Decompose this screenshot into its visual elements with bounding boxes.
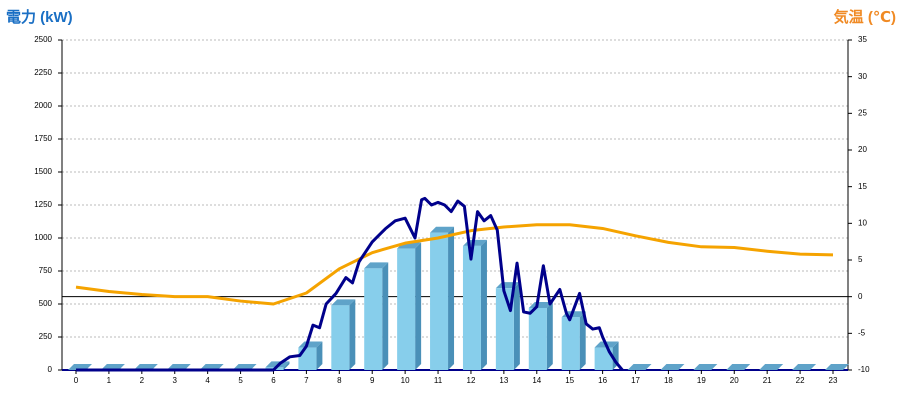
bar-top — [792, 364, 817, 370]
x-tick-label: 15 — [565, 376, 574, 385]
y-tick-label: 1250 — [34, 200, 52, 209]
bar-top — [364, 262, 389, 269]
bar-side — [382, 262, 389, 370]
bar-top — [298, 341, 323, 348]
x-tick-label: 4 — [205, 376, 210, 385]
bar-top — [693, 364, 718, 370]
x-tick-label: 23 — [829, 376, 838, 385]
y-tick-label: 0 — [48, 365, 53, 374]
y2-tick-label: 10 — [858, 218, 867, 227]
y2-tick-label: 20 — [858, 145, 867, 154]
x-tick-label: 10 — [401, 376, 410, 385]
bar-side — [480, 239, 487, 370]
y-tick-label: 1000 — [34, 233, 52, 242]
x-tick-label: 17 — [631, 376, 640, 385]
bar-top — [726, 364, 751, 370]
bar-side — [349, 299, 356, 370]
x-tick-label: 2 — [140, 376, 145, 385]
y2-tick-label: 15 — [858, 182, 867, 191]
y2-tick-label: 5 — [858, 255, 863, 264]
bar — [462, 245, 481, 370]
y-tick-label: 1750 — [34, 134, 52, 143]
bar-top — [430, 226, 455, 233]
bar — [331, 305, 350, 370]
x-tick-label: 20 — [730, 376, 739, 385]
y-tick-label: 250 — [39, 332, 53, 341]
bar — [298, 347, 317, 370]
line — [76, 196, 624, 372]
x-tick-label: 21 — [763, 376, 772, 385]
line — [75, 223, 834, 306]
y-tick-label: 750 — [39, 266, 53, 275]
x-tick-label: 19 — [697, 376, 706, 385]
y2-tick-label: -5 — [858, 328, 866, 337]
bar-top — [759, 364, 784, 370]
bar-top — [627, 364, 652, 370]
y-tick-label: 2250 — [34, 68, 52, 77]
bar — [397, 248, 416, 370]
y2-tick-label: 25 — [858, 108, 867, 117]
x-tick-label: 11 — [434, 376, 443, 385]
x-tick-label: 22 — [796, 376, 805, 385]
bar-side — [579, 311, 586, 370]
bar — [528, 307, 547, 370]
x-tick-label: 6 — [271, 376, 276, 385]
y2-tick-label: -10 — [858, 365, 870, 374]
x-tick-label: 14 — [532, 376, 541, 385]
bar-side — [448, 226, 455, 370]
y2-axis-title: 気温 (℃) — [834, 8, 896, 26]
y2-tick-label: 0 — [858, 292, 863, 301]
bar-side — [513, 282, 520, 370]
bar-top — [528, 301, 553, 308]
x-tick-label: 8 — [337, 376, 342, 385]
bar-top — [825, 364, 849, 370]
x-tick-label: 5 — [238, 376, 243, 385]
bar — [561, 317, 580, 370]
x-tick-label: 1 — [107, 376, 112, 385]
bar-side — [546, 301, 553, 370]
x-tick-label: 9 — [370, 376, 375, 385]
bar-side — [283, 361, 290, 370]
bar — [594, 347, 613, 370]
y-tick-label: 500 — [39, 299, 53, 308]
x-tick-label: 3 — [173, 376, 178, 385]
bar — [364, 268, 383, 370]
bar-top — [331, 299, 356, 306]
bar-top — [660, 364, 685, 370]
bar-side — [316, 341, 323, 370]
y-tick-label: 2000 — [34, 101, 52, 110]
x-tick-label: 13 — [499, 376, 508, 385]
y2-tick-label: 35 — [858, 35, 867, 44]
x-tick-label: 16 — [598, 376, 607, 385]
y-axis-title: 電力 (kW) — [6, 8, 73, 26]
x-tick-label: 12 — [467, 376, 476, 385]
x-tick-label: 0 — [74, 376, 79, 385]
y2-tick-label: 30 — [858, 72, 867, 81]
y-tick-label: 2500 — [34, 35, 52, 44]
y-tick-label: 1500 — [34, 167, 52, 176]
bar-side — [415, 242, 422, 370]
x-tick-label: 7 — [304, 376, 309, 385]
x-tick-label: 18 — [664, 376, 673, 385]
bar — [430, 232, 449, 370]
